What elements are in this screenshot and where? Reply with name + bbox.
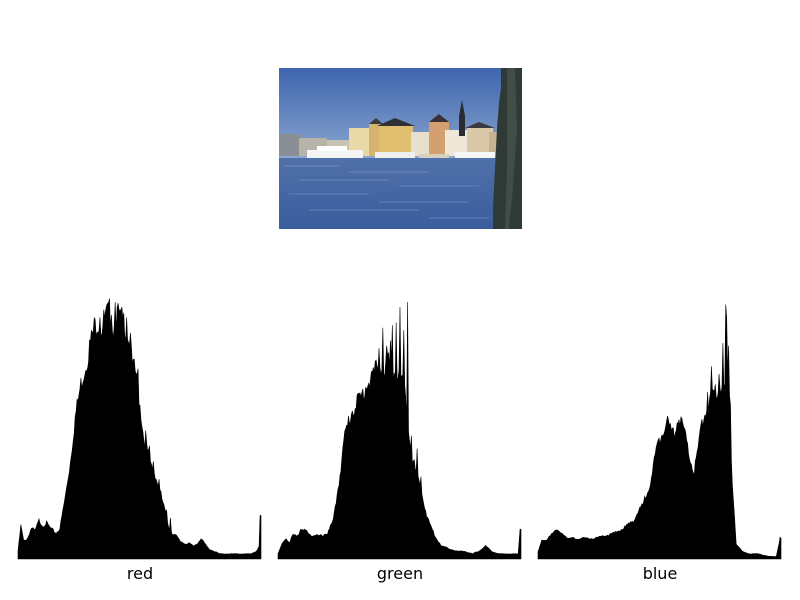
histogram-red [17, 298, 262, 560]
harbor-photo [279, 68, 522, 229]
histogram-blue [537, 300, 782, 560]
histogram-green [277, 300, 522, 560]
histogram-area-red [17, 298, 262, 560]
boats [307, 146, 495, 158]
histogram-label-red: red [126, 564, 154, 583]
histogram-area-green [277, 301, 522, 560]
histogram-label-blue: blue [642, 564, 678, 583]
histogram-area-blue [537, 304, 782, 560]
water-ripples [284, 165, 489, 219]
waterfront-buildings [279, 100, 503, 156]
histogram-label-green: green [376, 564, 424, 583]
